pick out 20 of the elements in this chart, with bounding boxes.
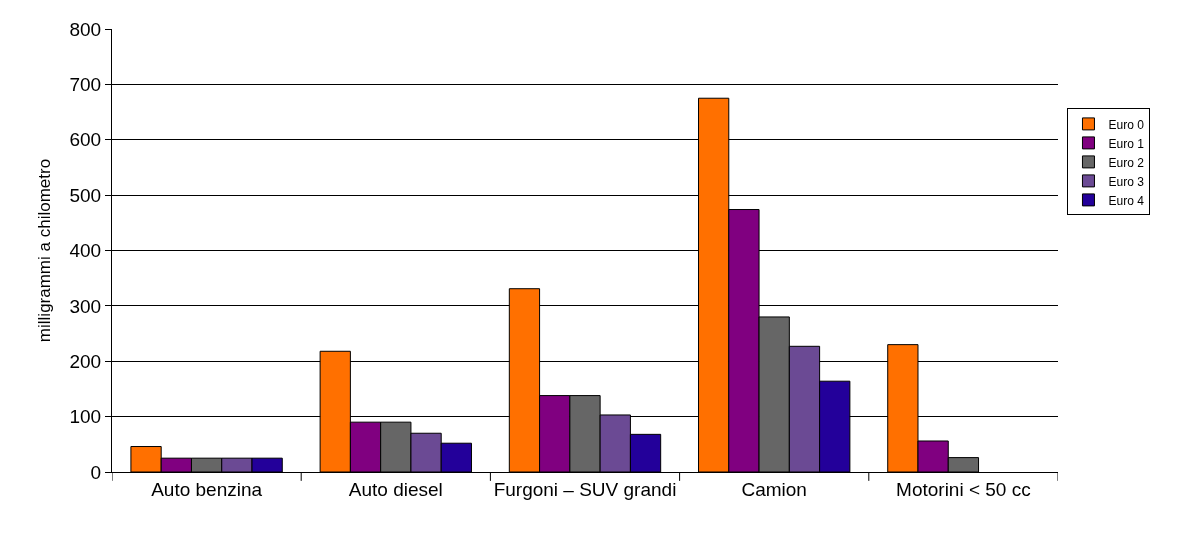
x-tick-label: Motorini < 50 cc <box>896 478 1031 500</box>
legend-label: Euro 1 <box>1108 136 1145 151</box>
legend-label: Euro 2 <box>1108 155 1145 170</box>
legend-label: Euro 4 <box>1108 193 1145 208</box>
y-tick-label: 400 <box>69 240 102 262</box>
x-tick-label: Furgoni – SUV grandi <box>493 478 677 500</box>
y-tick-label: 600 <box>69 129 102 151</box>
legend-label: Euro 0 <box>1108 117 1145 132</box>
y-tick-label: 800 <box>69 18 102 40</box>
y-tick-label: 0 <box>90 461 102 483</box>
y-tick-label: 200 <box>69 350 102 372</box>
x-tick-label: Auto benzina <box>151 478 263 500</box>
y-tick-label: 700 <box>69 74 102 96</box>
y-tick-label: 300 <box>69 295 102 317</box>
y-tick-label: 500 <box>69 184 102 206</box>
y-tick-label: 100 <box>69 406 102 428</box>
x-tick-label: Camion <box>741 478 807 500</box>
legend-label: Euro 3 <box>1108 174 1145 189</box>
x-tick-label: Auto diesel <box>348 478 443 500</box>
y-axis-title: milligrammi a chilometro <box>35 158 55 343</box>
